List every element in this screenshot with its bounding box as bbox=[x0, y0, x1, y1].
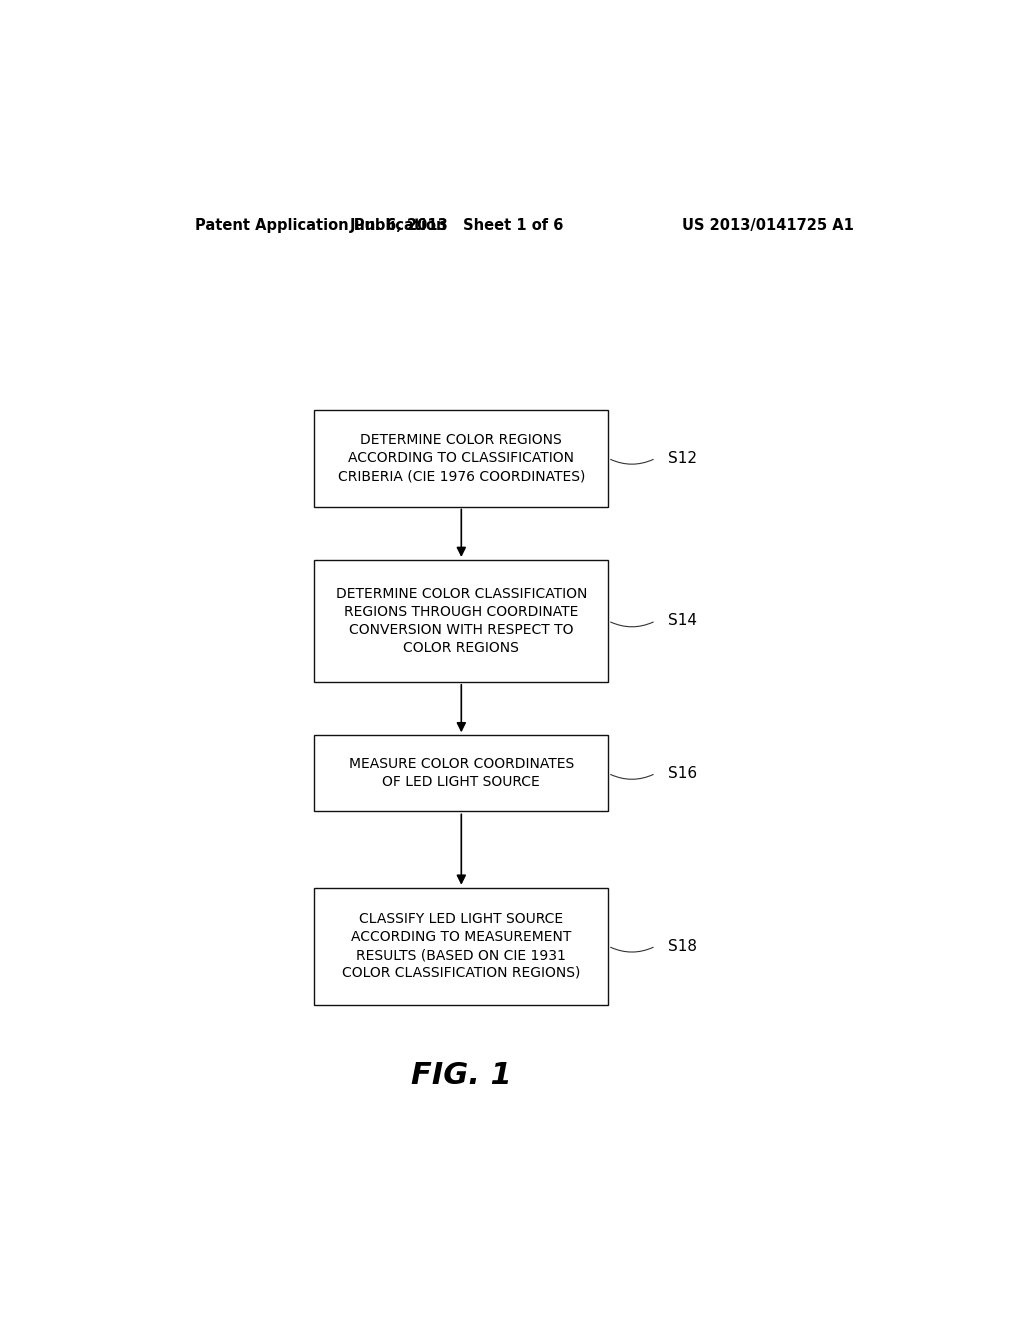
Text: S16: S16 bbox=[668, 766, 696, 781]
Text: S12: S12 bbox=[668, 450, 696, 466]
Text: Patent Application Publication: Patent Application Publication bbox=[196, 218, 446, 234]
Text: Jun. 6, 2013   Sheet 1 of 6: Jun. 6, 2013 Sheet 1 of 6 bbox=[350, 218, 564, 234]
Text: FIG. 1: FIG. 1 bbox=[411, 1061, 512, 1090]
Text: CLASSIFY LED LIGHT SOURCE
ACCORDING TO MEASUREMENT
RESULTS (BASED ON CIE 1931
CO: CLASSIFY LED LIGHT SOURCE ACCORDING TO M… bbox=[342, 912, 581, 979]
Bar bbox=[314, 560, 608, 682]
Text: DETERMINE COLOR CLASSIFICATION
REGIONS THROUGH COORDINATE
CONVERSION WITH RESPEC: DETERMINE COLOR CLASSIFICATION REGIONS T… bbox=[336, 587, 587, 655]
Text: DETERMINE COLOR REGIONS
ACCORDING TO CLASSIFICATION
CRIBERIA (CIE 1976 COORDINAT: DETERMINE COLOR REGIONS ACCORDING TO CLA… bbox=[338, 433, 585, 483]
Text: MEASURE COLOR COORDINATES
OF LED LIGHT SOURCE: MEASURE COLOR COORDINATES OF LED LIGHT S… bbox=[349, 758, 573, 789]
Bar bbox=[314, 411, 608, 507]
Text: S14: S14 bbox=[668, 614, 696, 628]
Bar bbox=[314, 735, 608, 812]
Text: US 2013/0141725 A1: US 2013/0141725 A1 bbox=[682, 218, 854, 234]
Text: S18: S18 bbox=[668, 939, 696, 953]
Bar bbox=[314, 887, 608, 1005]
